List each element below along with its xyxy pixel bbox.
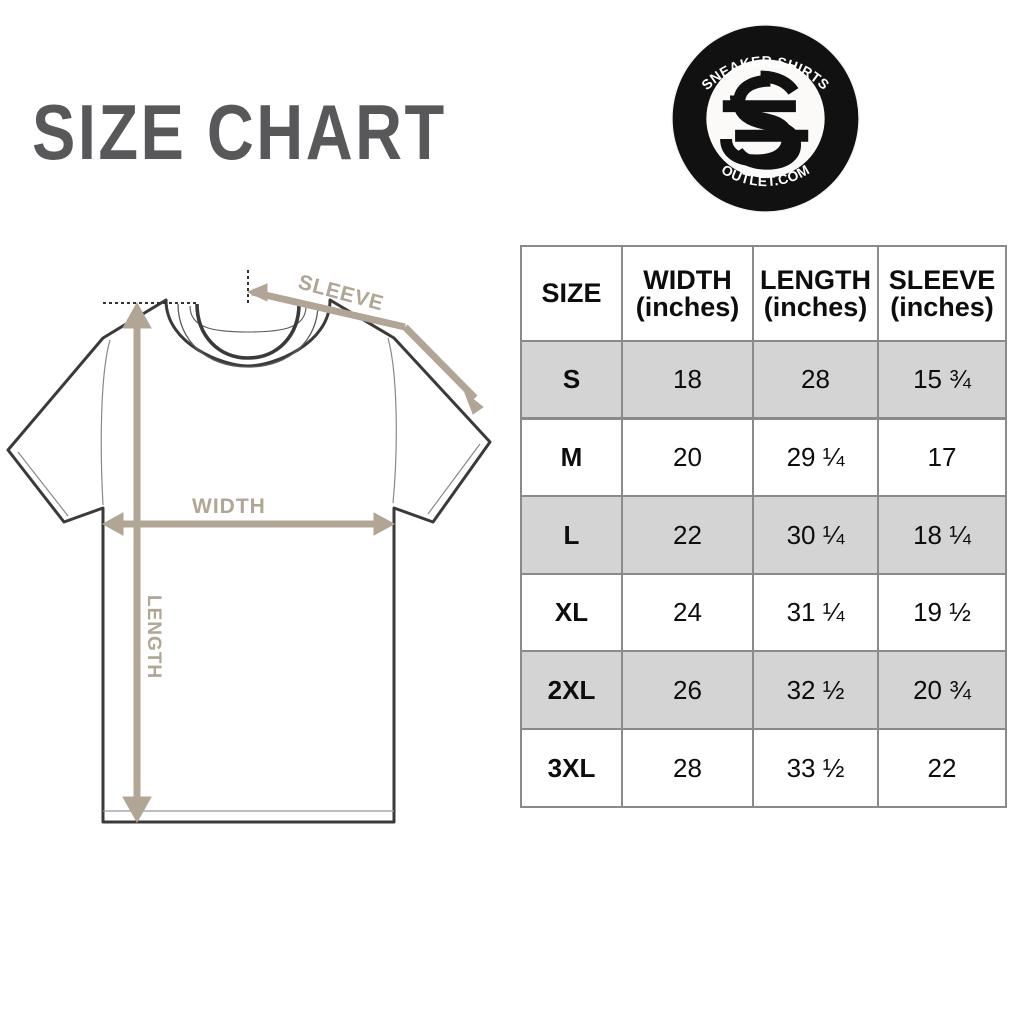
svg-text:LENGTH: LENGTH: [143, 595, 164, 679]
svg-text:WIDTH: WIDTH: [192, 495, 266, 518]
